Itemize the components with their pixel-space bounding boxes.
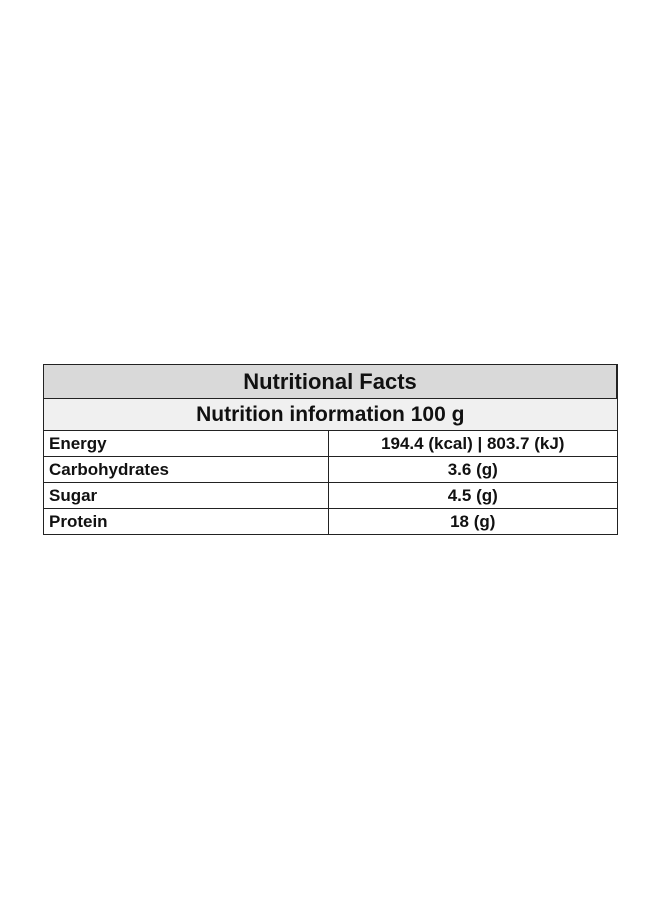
nutrient-name: Energy (43, 430, 329, 457)
table-row: Carbohydrates 3.6 (g) (43, 456, 618, 483)
nutrient-name: Protein (43, 508, 329, 535)
nutrient-value: 3.6 (g) (328, 456, 618, 483)
table-row: Protein 18 (g) (43, 508, 618, 535)
table-title: Nutritional Facts (43, 364, 618, 399)
table-row: Sugar 4.5 (g) (43, 482, 618, 509)
nutrient-name: Carbohydrates (43, 456, 329, 483)
nutrient-name: Sugar (43, 482, 329, 509)
nutrient-value: 194.4 (kcal) | 803.7 (kJ) (328, 430, 618, 457)
nutrition-table: Nutritional Facts Nutrition information … (43, 364, 618, 535)
table-row: Energy 194.4 (kcal) | 803.7 (kJ) (43, 430, 618, 457)
table-subtitle: Nutrition information 100 g (43, 398, 618, 431)
nutrient-value: 18 (g) (328, 508, 618, 535)
nutrient-value: 4.5 (g) (328, 482, 618, 509)
